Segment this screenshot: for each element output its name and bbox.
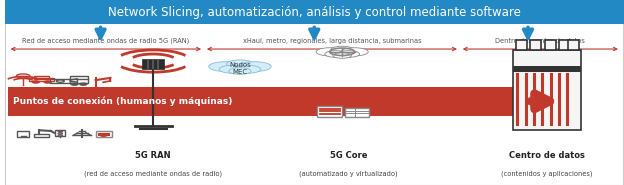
- FancyBboxPatch shape: [4, 0, 624, 24]
- Text: (red de acceso mediante ondas de radio): (red de acceso mediante ondas de radio): [84, 171, 222, 177]
- FancyBboxPatch shape: [345, 108, 369, 117]
- Text: Centro de datos: Centro de datos: [509, 151, 585, 160]
- Circle shape: [219, 65, 246, 73]
- Circle shape: [80, 83, 87, 85]
- Text: Red de acceso mediante ondas de radio 5G (RAN): Red de acceso mediante ondas de radio 5G…: [22, 38, 190, 44]
- Text: xHaul, metro, regionales, larga distancia, submarinas: xHaul, metro, regionales, larga distanci…: [243, 38, 421, 44]
- Circle shape: [316, 48, 343, 56]
- FancyBboxPatch shape: [559, 40, 570, 50]
- Circle shape: [44, 81, 51, 83]
- FancyBboxPatch shape: [545, 40, 556, 50]
- Circle shape: [337, 51, 359, 57]
- Circle shape: [32, 81, 39, 83]
- Text: Puntos de conexión (humanos y máquinas): Puntos de conexión (humanos y máquinas): [12, 97, 232, 106]
- FancyBboxPatch shape: [512, 66, 581, 72]
- Circle shape: [227, 60, 253, 68]
- Circle shape: [333, 53, 351, 58]
- Circle shape: [208, 62, 241, 71]
- Circle shape: [58, 135, 63, 136]
- FancyBboxPatch shape: [568, 40, 580, 50]
- Text: Nodos
MEC: Nodos MEC: [229, 62, 251, 75]
- FancyBboxPatch shape: [512, 50, 581, 130]
- Circle shape: [71, 83, 78, 85]
- Circle shape: [341, 48, 368, 56]
- Circle shape: [331, 46, 353, 53]
- Circle shape: [229, 68, 251, 74]
- Circle shape: [234, 65, 261, 73]
- Text: Network Slicing, automatización, análisis y control mediante software: Network Slicing, automatización, análisi…: [108, 6, 520, 19]
- FancyBboxPatch shape: [318, 106, 342, 117]
- Text: 5G RAN: 5G RAN: [135, 151, 171, 160]
- FancyBboxPatch shape: [530, 40, 541, 50]
- FancyBboxPatch shape: [7, 87, 528, 116]
- Circle shape: [58, 133, 63, 134]
- Circle shape: [325, 51, 347, 57]
- Text: (contenidos y aplicaciones): (contenidos y aplicaciones): [501, 171, 592, 177]
- Circle shape: [58, 131, 63, 132]
- Text: (automatizado y virtualizado): (automatizado y virtualizado): [299, 171, 397, 177]
- Circle shape: [238, 62, 271, 71]
- Text: Dentro del centro de datos: Dentro del centro de datos: [495, 38, 585, 44]
- FancyBboxPatch shape: [515, 40, 527, 50]
- Text: 5G Core: 5G Core: [329, 151, 367, 160]
- FancyBboxPatch shape: [142, 59, 164, 69]
